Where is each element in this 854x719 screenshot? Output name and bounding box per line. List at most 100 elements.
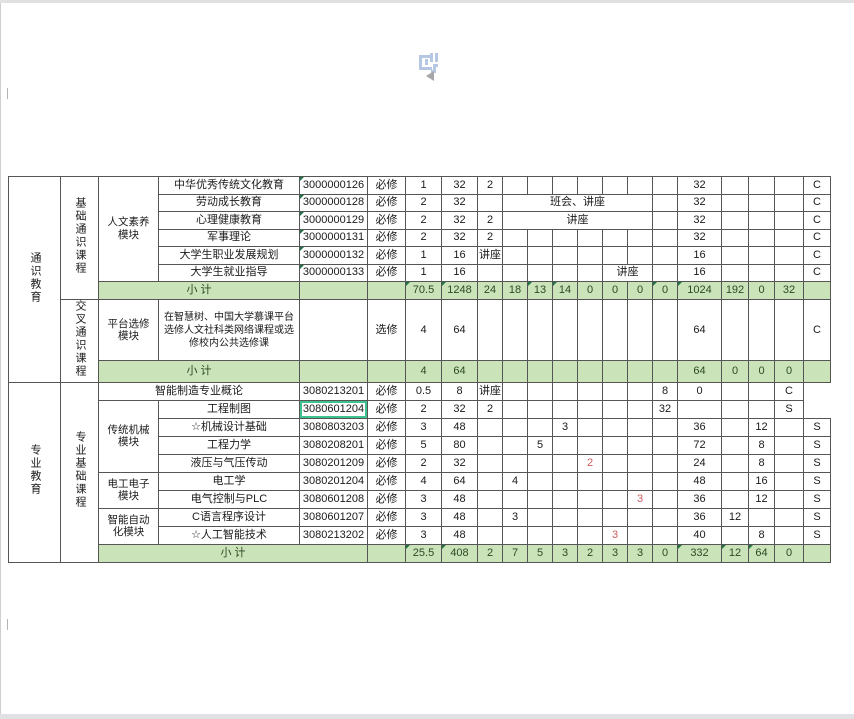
assessment-cell[interactable]: C [803,246,831,265]
sem5-cell[interactable] [577,417,603,437]
sem8-cell[interactable]: 32 [652,399,678,419]
course-code-cell[interactable] [299,298,368,362]
practice-hours-cell[interactable]: 64 [748,543,775,563]
lecture-hours-cell[interactable]: 32 [677,176,722,195]
credits-cell[interactable]: 4 [405,360,442,383]
other-hours-cell[interactable]: 0 [774,543,804,563]
sem6-cell[interactable]: 3 [602,543,628,563]
practice-hours-cell[interactable] [748,246,775,265]
course-code-cell[interactable] [299,360,368,383]
assessment-cell[interactable]: S [803,507,831,527]
sem1-cell[interactable] [477,507,503,527]
lecture-hours-cell[interactable]: 36 [677,489,722,509]
sem4-cell[interactable] [552,435,578,455]
course-code-cell[interactable]: 3080601207 [299,507,368,527]
sem8-cell[interactable] [652,228,678,247]
total-hours-cell[interactable]: 64 [441,471,478,491]
sem3-cell[interactable] [527,525,553,545]
sem6-cell[interactable] [602,471,628,491]
course-nature-cell[interactable]: 必修 [367,417,406,437]
practice-hours-cell[interactable] [748,176,775,195]
course-code-cell[interactable]: 3000000128 [299,193,368,212]
practice-hours-cell[interactable]: 0 [748,281,775,300]
lecture-hours-cell[interactable]: 32 [677,228,722,247]
sem4-cell[interactable] [552,471,578,491]
sem2-cell[interactable]: 7 [502,543,528,563]
lab-hours-cell[interactable] [721,298,749,362]
assessment-cell[interactable]: C [803,263,831,282]
sem3-cell[interactable]: 13 [527,281,553,300]
sem8-cell[interactable] [652,360,678,383]
course-code-cell[interactable]: 3080213201 [299,381,368,401]
credits-cell[interactable]: 3 [405,507,442,527]
lecture-hours-cell[interactable]: 36 [677,507,722,527]
total-hours-cell[interactable]: 48 [441,525,478,545]
lab-hours-cell[interactable]: 0 [721,360,749,383]
practice-hours-cell[interactable] [748,263,775,282]
lecture-hours-cell[interactable]: 32 [677,193,722,212]
total-hours-cell[interactable]: 80 [441,435,478,455]
other-hours-cell[interactable] [774,246,804,265]
sem3-cell[interactable] [527,298,553,362]
lab-hours-cell[interactable] [721,399,749,419]
sem8-cell[interactable] [652,193,678,212]
credits-cell[interactable]: 0.5 [405,381,442,401]
credits-cell[interactable]: 2 [405,193,442,212]
sem8-cell[interactable]: 8 [652,381,678,401]
other-hours-cell[interactable] [774,435,804,455]
practice-hours-cell[interactable]: 12 [748,417,775,437]
assessment-cell[interactable]: S [803,453,831,473]
assessment-cell[interactable]: C [803,211,831,230]
course-nature-cell[interactable]: 选修 [367,298,406,362]
lab-hours-cell[interactable] [721,471,749,491]
other-hours-cell[interactable]: 0 [774,360,804,383]
module-humanities[interactable]: 人文素养模块 [98,176,159,282]
sem4-cell[interactable] [552,525,578,545]
sem8-cell[interactable] [652,489,678,509]
practice-hours-cell[interactable] [748,399,775,419]
sem3-cell[interactable]: 5 [527,543,553,563]
sem6-cell[interactable] [602,417,628,437]
course-code-cell[interactable]: 3080201209 [299,453,368,473]
lecture-hours-cell[interactable]: 16 [677,263,722,282]
sem5-cell[interactable] [577,360,603,383]
sem5-cell[interactable] [577,246,603,265]
lab-hours-cell[interactable] [721,211,749,230]
practice-hours-cell[interactable]: 0 [748,360,775,383]
sem5-cell[interactable] [577,507,603,527]
sem1-cell[interactable] [477,298,503,362]
sem1-cell[interactable] [477,435,503,455]
sem1-cell[interactable] [477,193,503,212]
lab-hours-cell[interactable] [721,435,749,455]
other-hours-cell[interactable] [774,417,804,437]
sem6-cell[interactable] [602,489,628,509]
sem2-cell[interactable] [502,417,528,437]
assessment-cell[interactable]: S [803,417,831,437]
sem4-cell[interactable] [552,263,578,282]
subtotal-label[interactable]: 小 计 [98,543,368,563]
lecture-hours-cell[interactable]: 36 [677,417,722,437]
course-code-cell[interactable]: 3000000126 [299,176,368,195]
assessment-cell[interactable]: S [803,525,831,545]
course-nature-cell[interactable] [367,543,406,563]
assessment-cell[interactable]: S [803,435,831,455]
sem7-cell[interactable] [627,525,653,545]
credits-cell[interactable]: 1 [405,246,442,265]
course-name-cell[interactable]: 电气控制与PLC [158,489,300,509]
sem3-cell[interactable] [527,246,553,265]
sem8-cell[interactable] [652,211,678,230]
sem6-cell[interactable]: 讲座 [602,263,653,282]
sem4-cell[interactable] [552,246,578,265]
sem2-cell[interactable] [502,399,528,419]
sem3-cell[interactable] [527,381,553,401]
course-name-cell[interactable]: 军事理论 [158,228,300,247]
sem3-cell[interactable] [527,489,553,509]
practice-hours-cell[interactable] [748,298,775,362]
course-nature-cell[interactable]: 必修 [367,507,406,527]
sem4-cell[interactable] [552,298,578,362]
total-hours-cell[interactable]: 8 [441,381,478,401]
course-name-cell[interactable]: C语言程序设计 [158,507,300,527]
sem5-cell[interactable] [577,263,603,282]
sem8-cell[interactable] [652,507,678,527]
course-nature-cell[interactable]: 必修 [367,489,406,509]
